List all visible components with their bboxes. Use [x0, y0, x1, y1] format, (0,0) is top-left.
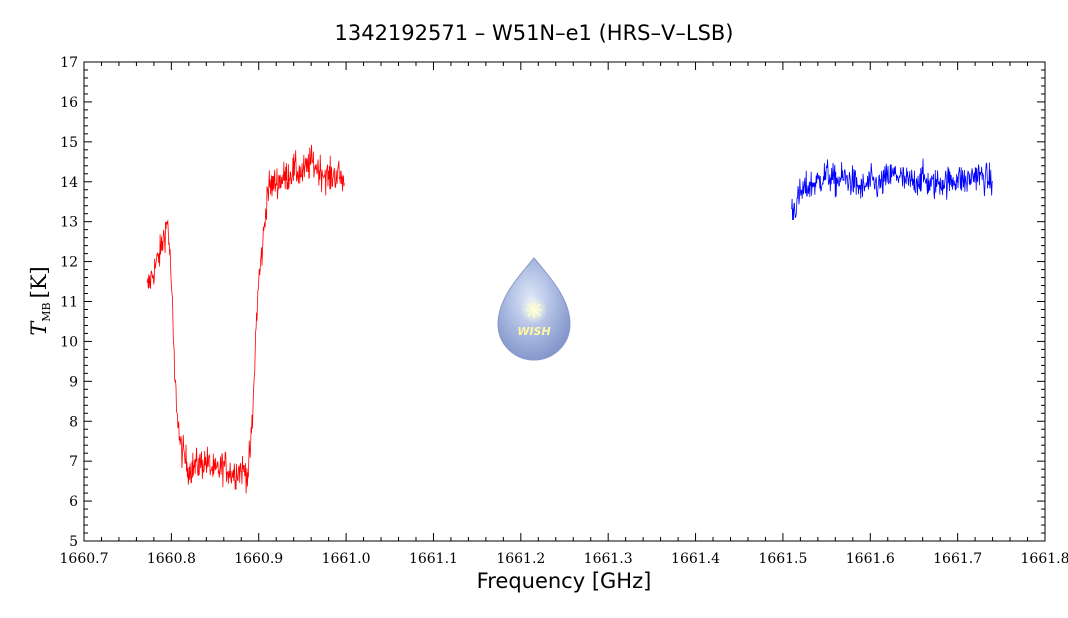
wish-logo-text: WISH: [517, 325, 550, 338]
y-tick-label: 15: [60, 135, 78, 151]
x-tick-label: 1661.2: [496, 551, 545, 567]
y-tick-label: 5: [69, 534, 78, 550]
x-tick-label: 1660.8: [147, 551, 196, 567]
star-icon: [526, 302, 542, 318]
series-line-2: [791, 158, 993, 220]
y-tick-label: 14: [60, 175, 78, 191]
x-axis-label: Frequency [GHz]: [477, 569, 652, 593]
y-tick-label: 8: [69, 414, 78, 430]
y-tick-label: 11: [60, 295, 78, 311]
y-axis-symbol: T: [27, 320, 51, 336]
x-tick-label: 1661.7: [933, 551, 982, 567]
x-tick-label: 1661.6: [846, 551, 895, 567]
x-tick-label: 1661.0: [322, 551, 371, 567]
y-tick-label: 6: [69, 494, 78, 510]
y-tick-label: 10: [60, 334, 78, 350]
y-tick-label: 16: [60, 95, 78, 111]
y-tick-label: 17: [60, 55, 78, 71]
y-tick-label: 7: [69, 454, 78, 470]
x-tick-labels: 1660.7 1660.8 1660.9 1661.0 1661.1 1661.2 1661…: [60, 551, 1068, 567]
y-tick-labels: 5 6 7 8 9 10 11 12 13 14 15 16 17: [60, 55, 78, 550]
x-tick-label: 1661.8: [1021, 551, 1068, 567]
chart-title: 1342192571 – W51N–e1 (HRS–V–LSB): [334, 21, 733, 45]
x-tick-label: 1661.1: [409, 551, 458, 567]
y-tick-label: 13: [60, 215, 78, 231]
y-axis-unit: [K]: [27, 266, 51, 298]
series-line-1: [146, 144, 345, 494]
x-tick-label: 1660.9: [234, 551, 283, 567]
x-tick-label: 1661.5: [758, 551, 807, 567]
plot-frame: [83, 61, 1046, 542]
x-tick-label: 1660.7: [60, 551, 109, 567]
y-tick-label: 12: [60, 255, 78, 271]
y-axis-subscript: MB: [40, 302, 53, 321]
x-tick-label: 1661.4: [671, 551, 720, 567]
x-tick-label: 1661.3: [584, 551, 633, 567]
series-layer: [146, 144, 993, 494]
y-axis-label: TMB [K]: [27, 266, 53, 335]
y-tick-label: 9: [69, 374, 78, 390]
wish-logo: WISH: [497, 257, 571, 361]
